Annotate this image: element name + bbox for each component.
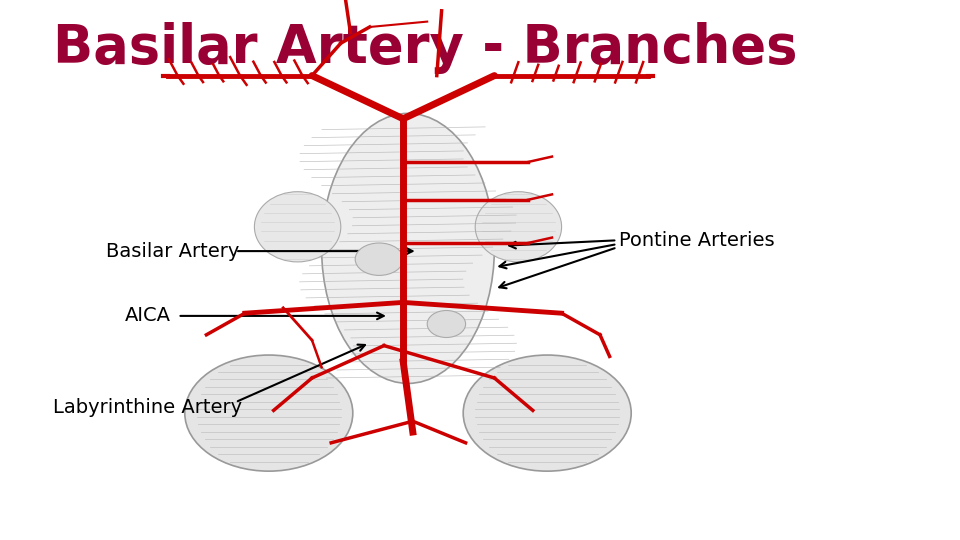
Text: Pontine Arteries: Pontine Arteries — [619, 231, 775, 250]
Ellipse shape — [322, 113, 494, 383]
Ellipse shape — [254, 192, 341, 262]
Text: AICA: AICA — [125, 306, 171, 326]
Ellipse shape — [427, 310, 466, 338]
Text: Basilar Artery - Branches: Basilar Artery - Branches — [53, 22, 798, 73]
Ellipse shape — [184, 355, 353, 471]
Text: Labyrinthine Artery: Labyrinthine Artery — [53, 398, 242, 417]
Ellipse shape — [355, 243, 403, 275]
Ellipse shape — [475, 192, 562, 262]
Ellipse shape — [463, 355, 632, 471]
Text: Basilar Artery: Basilar Artery — [106, 241, 239, 261]
